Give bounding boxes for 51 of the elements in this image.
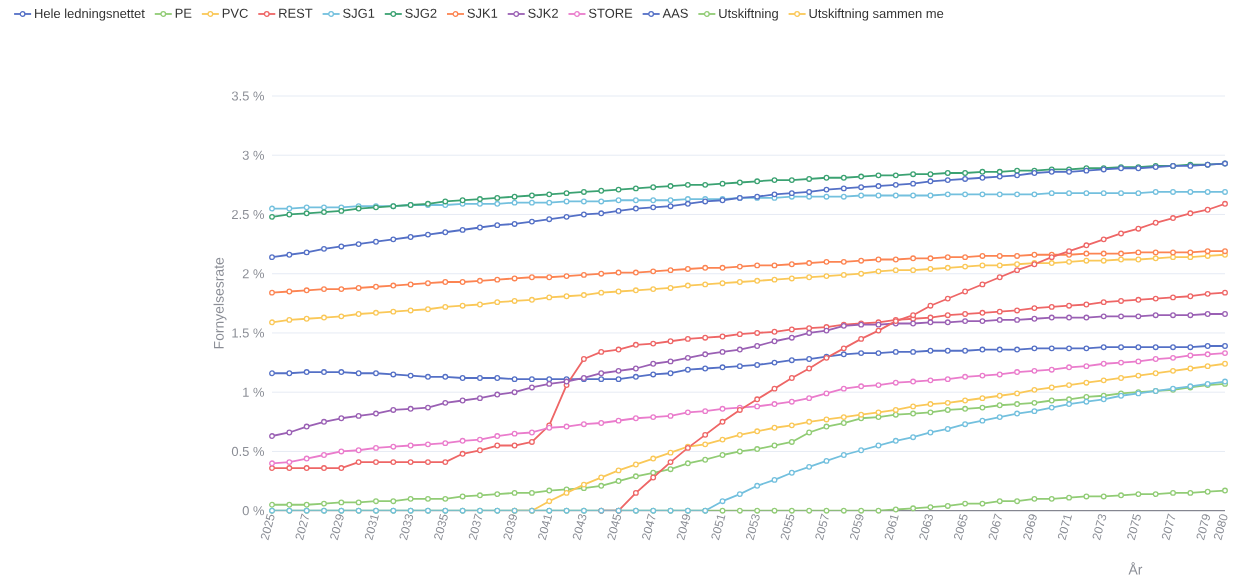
- x-tick-label: 2025: [260, 513, 275, 541]
- y-tick-label: 1.5 %: [232, 328, 265, 338]
- x-tick-label: 2059: [849, 514, 864, 541]
- y-tick-label: 3.5 %: [231, 91, 265, 101]
- y-tick-label: 0 %: [242, 506, 265, 516]
- x-tick-label: 2061: [884, 515, 899, 541]
- x-tick-label: 2079: [1196, 514, 1211, 541]
- x-tick-label: 2077: [1161, 513, 1176, 541]
- x-tick-label: 2055: [780, 513, 795, 541]
- y-axis-title: Fornyelsesrate: [213, 257, 227, 349]
- x-tick-label: 2041: [538, 515, 553, 541]
- legend-label: Utskiftning: [719, 8, 778, 21]
- x-tick-label: 2053: [746, 514, 760, 541]
- x-tick-label: 2035: [434, 513, 448, 541]
- y-tick-label: 2 %: [242, 269, 265, 279]
- legend-label: SJG1: [343, 8, 375, 18]
- y-tick-label: 1 %: [243, 387, 265, 397]
- legend-label: Hele ledningsnettet: [35, 8, 145, 21]
- legend-label: PE: [175, 8, 192, 18]
- x-tick-label: 2033: [399, 514, 414, 541]
- x-tick-label: 2065: [953, 513, 968, 541]
- x-tick-label: 2063: [919, 514, 933, 541]
- legend-label: PVC: [222, 8, 248, 18]
- x-tick-label: 2039: [503, 514, 517, 541]
- x-tick-label: 2075: [1127, 513, 1141, 541]
- y-tick-label: 0.5 %: [231, 446, 265, 457]
- legend-label: STORE: [588, 8, 633, 18]
- x-tick-label: 2027: [295, 513, 309, 541]
- x-tick-label: 2057: [815, 513, 829, 541]
- x-tick-label: 2073: [1092, 514, 1107, 541]
- x-tick-label: 2049: [676, 514, 691, 541]
- x-tick-label: 2047: [642, 513, 656, 541]
- x-tick-label: 2071: [1057, 515, 1072, 541]
- x-axis-title: År: [1128, 562, 1143, 575]
- x-tick-label: 2051: [711, 515, 726, 541]
- legend-label: REST: [279, 8, 313, 18]
- x-tick-label: 2037: [468, 513, 483, 541]
- x-tick-label: 2031: [364, 515, 379, 541]
- x-tick-label: 2045: [607, 513, 621, 541]
- x-tick-label: 2069: [1023, 514, 1037, 541]
- y-tick-label: 2.5 %: [232, 209, 265, 220]
- legend-label: SJK1: [467, 8, 498, 18]
- x-tick-label: 2067: [988, 513, 1002, 541]
- legend-label: Utskiftning sammen me: [809, 8, 944, 21]
- legend-label: SJG2: [405, 8, 437, 18]
- x-tick-label: 2080: [1213, 514, 1228, 541]
- x-tick-label: 2043: [572, 514, 587, 541]
- x-tick-label: 2029: [330, 514, 344, 541]
- legend-label: SJK2: [528, 8, 558, 18]
- y-tick-label: 3 %: [242, 150, 265, 160]
- legend-label: AAS: [662, 8, 688, 18]
